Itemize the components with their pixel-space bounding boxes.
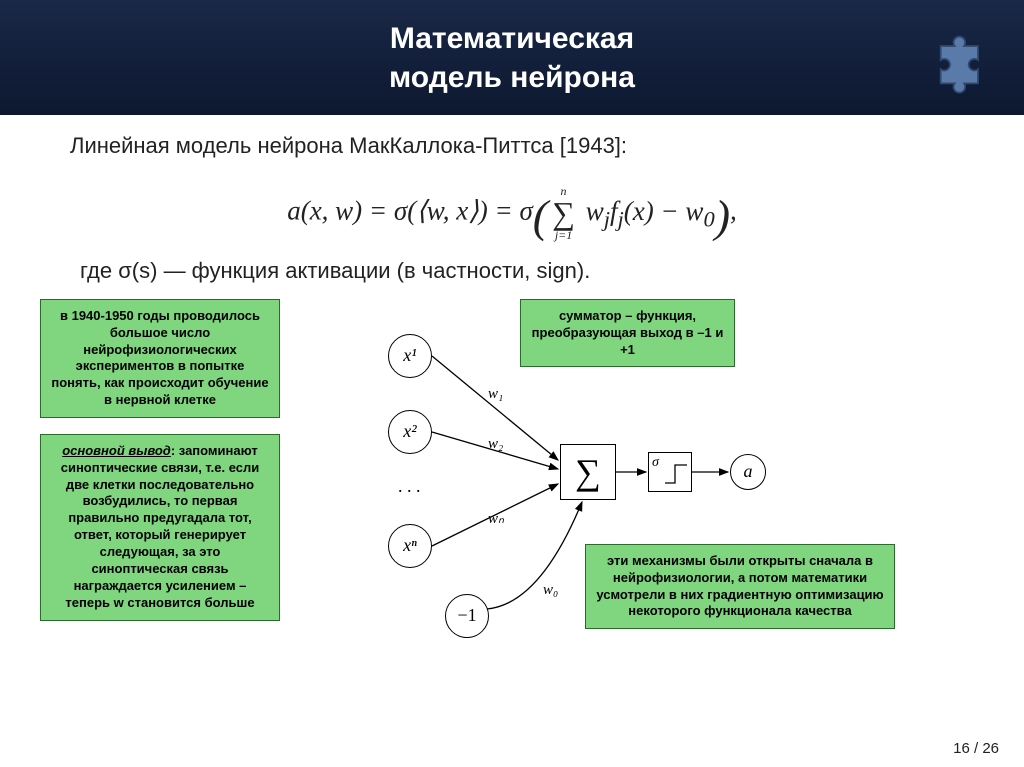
conclusion-body: : запоминают синоптические связи, т.е. е… bbox=[61, 443, 260, 610]
page-sep: / bbox=[970, 740, 983, 757]
weight-w1: w₁ bbox=[488, 386, 503, 403]
weight-w0: w₀ bbox=[543, 582, 558, 599]
history-box: в 1940-1950 годы проводилось большое чис… bbox=[40, 299, 280, 418]
puzzle-icon bbox=[929, 25, 999, 95]
input-node-x2: x² bbox=[388, 410, 432, 454]
intro-text: Линейная модель нейрона МакКаллока-Питтс… bbox=[70, 133, 994, 159]
title-line-1: Математическая bbox=[390, 22, 634, 55]
conclusion-title: основной вывод bbox=[62, 443, 171, 458]
sum-body: wjfj(x) − w0 bbox=[579, 196, 715, 226]
page-total: 26 bbox=[982, 740, 999, 757]
activation-text: где σ(s) — функция активации (в частност… bbox=[80, 258, 994, 284]
page-current: 16 bbox=[953, 740, 970, 757]
input-node-x1: x¹ bbox=[388, 334, 432, 378]
title-line-2: модель нейрона bbox=[389, 61, 635, 94]
slide-content: Линейная модель нейрона МакКаллока-Питтс… bbox=[0, 115, 1024, 699]
output-node: a bbox=[730, 454, 766, 490]
weight-wn: wₙ bbox=[488, 509, 504, 528]
weight-w2: w₂ bbox=[488, 436, 503, 453]
main-formula: a(x, w) = σ(⟨w, x⟩) = σ( n ∑ j=1 wjfj(x)… bbox=[30, 184, 994, 243]
summation-box: ∑ bbox=[560, 444, 616, 500]
conclusion-box: основной вывод: запоминают синоптические… bbox=[40, 434, 280, 621]
input-dots: . . . bbox=[398, 476, 421, 497]
activation-box: σ bbox=[648, 452, 692, 492]
slide-title: Математическая модель нейрона bbox=[389, 19, 635, 97]
diagram-area: в 1940-1950 годы проводилось большое чис… bbox=[30, 299, 994, 699]
sum-lower: j=1 bbox=[552, 228, 575, 243]
formula-lhs: a(x, w) = σ(⟨w, x⟩) = σ bbox=[287, 196, 533, 226]
page-number: 16 / 26 bbox=[953, 740, 999, 757]
slide-header: Математическая модель нейрона bbox=[0, 0, 1024, 115]
neuron-diagram: x¹ x² . . . xⁿ −1 w₁ w₂ wₙ w₀ ∑ σ a bbox=[370, 314, 850, 654]
step-function-icon bbox=[649, 453, 693, 493]
bias-node: −1 bbox=[445, 594, 489, 638]
input-node-xn: xⁿ bbox=[388, 524, 432, 568]
